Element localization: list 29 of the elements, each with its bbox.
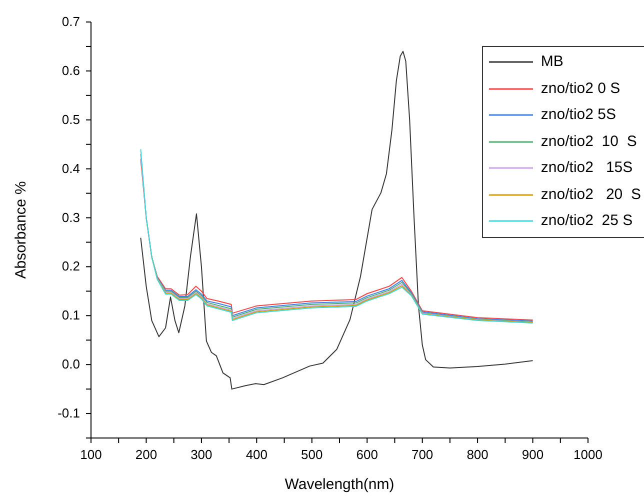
x-tick-label: 800 bbox=[466, 447, 488, 462]
legend-label: zno/tio2 20 S bbox=[540, 184, 641, 204]
legend-label: zno/tio2 0 S bbox=[540, 78, 620, 98]
legend-label: zno/tio2 10 S bbox=[540, 132, 637, 152]
x-tick-label: 900 bbox=[522, 447, 544, 462]
y-tick-label: 0.1 bbox=[62, 308, 80, 323]
x-tick-label: 1000 bbox=[574, 447, 602, 462]
y-tick-label: 0.6 bbox=[62, 62, 80, 78]
legend-label: zno/tio2 5S bbox=[540, 105, 616, 125]
x-tick-label: 200 bbox=[135, 447, 158, 462]
legend-label: zno/tio2 15S bbox=[540, 158, 633, 178]
legend-label: zno/tio2 25 S bbox=[540, 211, 633, 231]
x-tick-label: 600 bbox=[356, 447, 378, 462]
y-tick-label: 0.7 bbox=[62, 14, 80, 29]
y-tick-label: 0.4 bbox=[62, 160, 80, 176]
y-tick-label: 0.3 bbox=[62, 210, 80, 225]
x-tick-label: 700 bbox=[411, 447, 434, 462]
y-tick-label: -0.1 bbox=[58, 406, 80, 421]
x-axis-title: Wavelength(nm) bbox=[284, 476, 394, 493]
x-tick-label: 100 bbox=[80, 447, 102, 462]
x-tick-label: 400 bbox=[246, 447, 268, 462]
y-tick-label: 0.2 bbox=[62, 258, 80, 274]
y-axis-title: Absorbance % bbox=[12, 181, 30, 279]
x-tick-label: 500 bbox=[301, 447, 323, 462]
x-tick-label: 300 bbox=[190, 447, 212, 462]
y-tick-label: 0.5 bbox=[62, 112, 80, 127]
y-tick-label: 0.0 bbox=[62, 356, 80, 372]
legend-label: MB bbox=[540, 52, 564, 72]
line-series bbox=[140, 50, 534, 390]
